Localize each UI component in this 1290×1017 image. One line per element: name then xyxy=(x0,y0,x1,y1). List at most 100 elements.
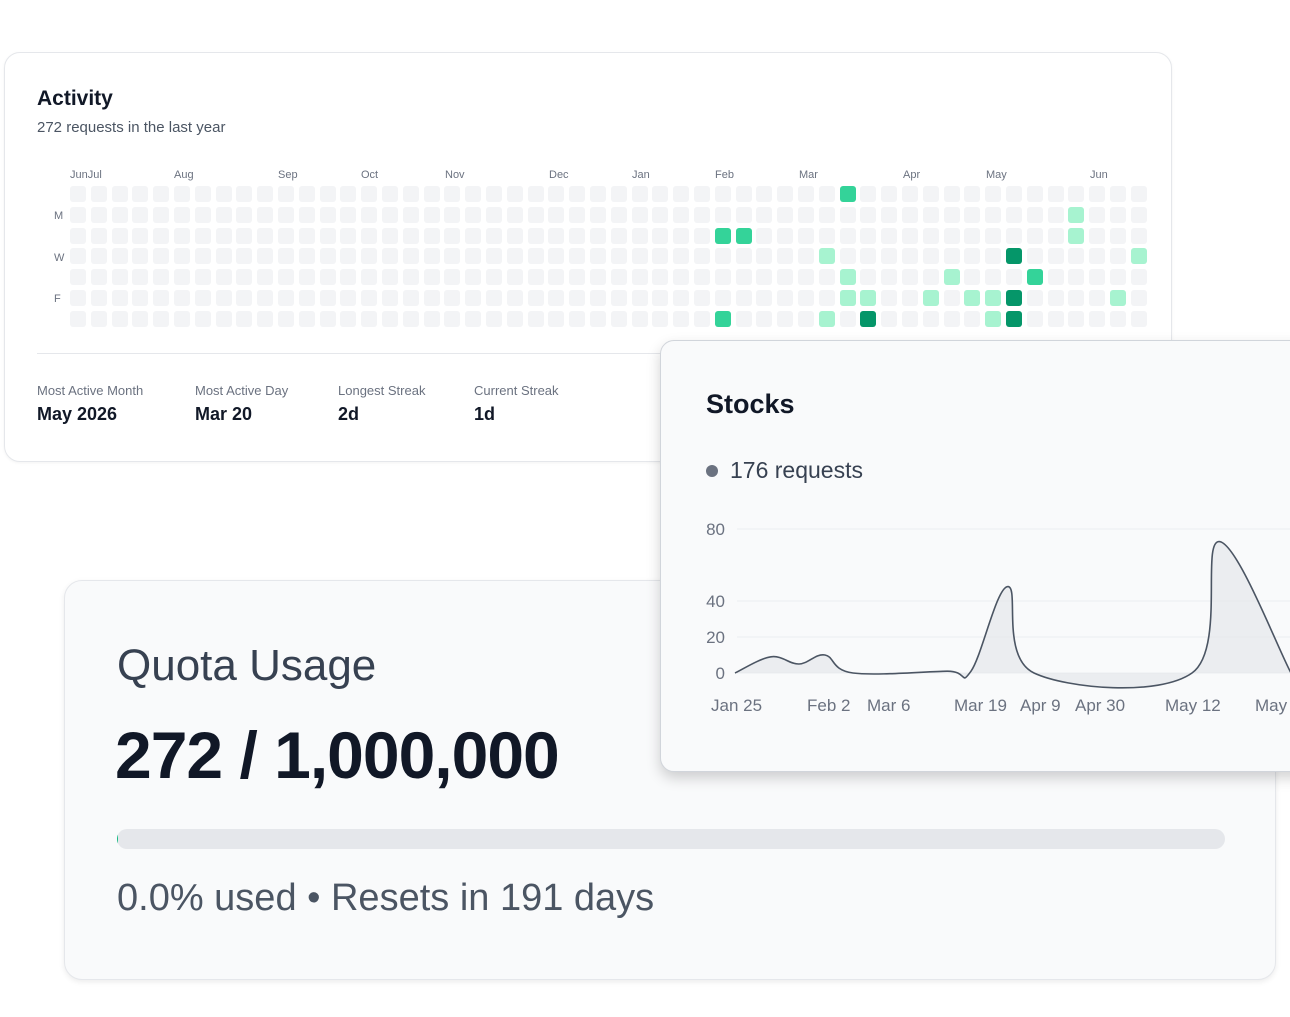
heatmap-cell xyxy=(111,310,128,327)
heatmap-cell xyxy=(735,248,752,265)
heatmap-cell xyxy=(361,248,378,265)
heatmap-cell xyxy=(798,206,814,223)
heatmap-cell xyxy=(881,206,898,223)
heatmap-cell xyxy=(1006,310,1022,327)
heatmap-cell xyxy=(631,227,648,244)
heatmap-cell xyxy=(714,310,731,327)
heatmap-cell xyxy=(90,227,107,244)
heatmap-cell xyxy=(382,269,398,286)
heatmap-cell xyxy=(1047,290,1064,306)
heatmap-cell xyxy=(694,186,710,202)
heatmap-cell xyxy=(548,227,565,244)
heatmap-cell xyxy=(465,248,482,265)
heatmap-cell xyxy=(132,206,149,223)
heatmap-cell xyxy=(610,206,627,223)
day-label-mon: M xyxy=(54,210,64,222)
heatmap-cell xyxy=(361,269,378,286)
heatmap-cell xyxy=(1130,227,1147,244)
quota-footer: 0.0% used • Resets in 191 days xyxy=(117,877,655,919)
activity-title: Activity xyxy=(37,87,113,110)
heatmap-cell xyxy=(402,248,419,265)
heatmap-cell xyxy=(153,290,170,306)
heatmap-cell xyxy=(236,206,253,223)
heatmap-cell xyxy=(902,290,918,306)
x-tick-label: Mar 6 xyxy=(867,696,910,715)
month-label: Feb xyxy=(715,169,734,181)
heatmap-cell xyxy=(444,248,461,265)
heatmap-cell xyxy=(236,290,253,306)
heatmap-cell xyxy=(569,269,586,286)
heatmap-cell xyxy=(756,310,773,327)
heatmap-cell xyxy=(444,206,461,223)
heatmap-cell xyxy=(590,290,606,306)
heatmap-cell xyxy=(1089,206,1106,223)
heatmap-cell xyxy=(174,248,190,265)
heatmap-cell xyxy=(111,186,128,202)
heatmap-cell xyxy=(215,227,232,244)
heatmap-cell xyxy=(922,310,939,327)
heatmap-cell xyxy=(985,269,1002,286)
heatmap-cell xyxy=(881,248,898,265)
heatmap-cell xyxy=(340,290,357,306)
heatmap-cell xyxy=(111,269,128,286)
heatmap-cell xyxy=(756,269,773,286)
heatmap-cell xyxy=(319,269,336,286)
heatmap-cell xyxy=(1089,269,1106,286)
activity-card: Activity 272 requests in the last year J… xyxy=(4,52,1172,462)
heatmap-cell xyxy=(1110,227,1126,244)
heatmap-cell xyxy=(1068,227,1085,244)
heatmap-cell xyxy=(465,269,482,286)
heatmap-cell xyxy=(278,186,294,202)
heatmap-cell xyxy=(590,248,606,265)
heatmap-cell xyxy=(174,269,190,286)
heatmap-cell xyxy=(1026,310,1043,327)
stat-most-active-month: Most Active Month May 2026 xyxy=(37,383,143,425)
heatmap-cell xyxy=(486,310,502,327)
heatmap-cell xyxy=(257,310,274,327)
month-label: Dec xyxy=(549,169,569,181)
month-label: Oct xyxy=(361,169,379,181)
heatmap-cell xyxy=(839,290,856,306)
heatmap-cell xyxy=(70,186,86,202)
activity-subtitle: 272 requests in the last year xyxy=(37,119,226,136)
heatmap-cell xyxy=(215,269,232,286)
heatmap-cell xyxy=(943,310,960,327)
heatmap-cell xyxy=(922,227,939,244)
x-tick-label: Jan 25 xyxy=(711,696,762,715)
heatmap-cell xyxy=(527,227,544,244)
heatmap-cell xyxy=(236,269,253,286)
heatmap-cell xyxy=(1068,310,1085,327)
heatmap-cell xyxy=(673,290,690,306)
heatmap-cell xyxy=(486,290,502,306)
heatmap-cell xyxy=(278,248,294,265)
heatmap-cell xyxy=(1026,248,1043,265)
heatmap-cell xyxy=(714,290,731,306)
heatmap-cell xyxy=(153,186,170,202)
heatmap-cell xyxy=(1130,310,1147,327)
heatmap-cell xyxy=(964,206,981,223)
heatmap-cell xyxy=(922,290,939,306)
heatmap-cell xyxy=(569,186,586,202)
heatmap-cell xyxy=(402,290,419,306)
heatmap-cell xyxy=(340,248,357,265)
heatmap-cell xyxy=(964,227,981,244)
heatmap-cell xyxy=(70,227,86,244)
stat-current-streak: Current Streak 1d xyxy=(474,383,559,425)
heatmap-cell xyxy=(90,248,107,265)
heatmap-cell xyxy=(1130,206,1147,223)
heatmap-cell xyxy=(527,290,544,306)
heatmap-cell xyxy=(818,186,835,202)
heatmap-cell xyxy=(382,227,398,244)
heatmap-cell xyxy=(278,206,294,223)
heatmap-cell xyxy=(1130,290,1147,306)
heatmap-cell xyxy=(111,206,128,223)
stat-value: May 2026 xyxy=(37,404,118,424)
x-tick-label: Mar 19 xyxy=(954,696,1007,715)
heatmap-cell xyxy=(777,248,794,265)
heatmap-cell xyxy=(673,248,690,265)
heatmap-cell xyxy=(340,269,357,286)
heatmap-cell xyxy=(423,269,440,286)
heatmap-cell xyxy=(569,206,586,223)
heatmap-cell xyxy=(1110,206,1126,223)
heatmap-cell xyxy=(132,310,149,327)
